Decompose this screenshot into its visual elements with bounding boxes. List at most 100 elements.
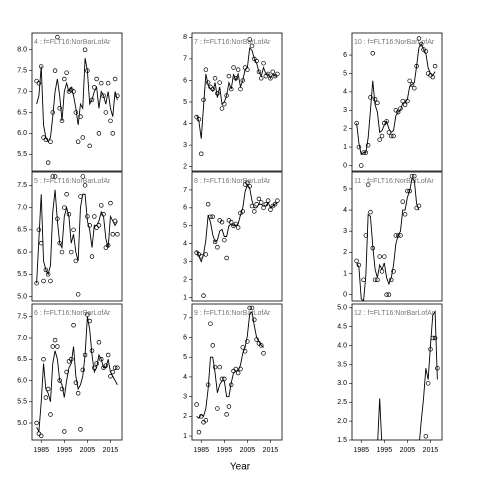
point — [423, 433, 429, 439]
point — [372, 277, 378, 283]
y-tick-label: 3 — [343, 107, 347, 114]
y-tick-label: 8 — [183, 34, 187, 41]
point — [252, 317, 257, 323]
y-tick-label: 6.0 — [17, 249, 27, 256]
point — [215, 245, 220, 250]
y-tick-label: 5 — [183, 223, 187, 230]
point — [34, 78, 39, 84]
y-tick-label: 0 — [343, 162, 347, 169]
point — [89, 97, 95, 103]
y-tick-label: 0 — [343, 291, 347, 298]
point — [205, 202, 211, 207]
point — [201, 293, 206, 298]
point — [52, 68, 58, 73]
y-tick-label: 3.0 — [337, 380, 347, 387]
y-tick-label: 7 — [183, 56, 187, 63]
point — [115, 365, 120, 371]
x-tick-label: 1995 — [57, 447, 73, 454]
y-tick-label: 5.0 — [17, 293, 27, 300]
point — [94, 76, 99, 82]
y-tick-label: 5 — [343, 186, 347, 193]
point — [64, 191, 69, 197]
panel-plot: 12 : f=FLT16:NorBarLofAr — [354, 310, 440, 440]
point — [48, 278, 53, 284]
point — [62, 76, 67, 82]
point — [71, 227, 76, 233]
point — [108, 200, 113, 206]
y-tick-label: 3 — [183, 142, 187, 149]
point — [103, 245, 109, 250]
y-tick-label: 3.5 — [337, 361, 347, 368]
point — [247, 305, 252, 311]
panel-plot: 4 : f=FLT16:NorBarLofAr — [34, 34, 120, 165]
point — [245, 339, 250, 344]
point — [400, 199, 406, 204]
point — [361, 277, 366, 283]
panel-plot: 6 : f=FLT16:NorBarLofAr — [34, 310, 120, 439]
point — [402, 102, 408, 108]
point — [217, 364, 222, 370]
point — [73, 258, 79, 264]
point — [208, 321, 213, 326]
fit-line — [377, 310, 438, 440]
point — [55, 344, 60, 349]
point — [268, 76, 273, 81]
y-tick-label: 5.0 — [337, 305, 347, 312]
point — [194, 402, 199, 407]
y-tick-label: 2 — [183, 276, 187, 283]
y-tick-label: 5.5 — [17, 271, 27, 278]
point — [391, 133, 396, 139]
y-tick-label: 2 — [183, 413, 187, 420]
fit-line — [356, 177, 420, 301]
y-tick-label: 2 — [343, 249, 347, 256]
point — [62, 429, 67, 434]
y-tick-label: 7.5 — [17, 182, 27, 189]
point — [270, 69, 276, 75]
point — [391, 269, 396, 274]
point — [52, 174, 58, 179]
panel-frame — [351, 171, 443, 302]
point — [263, 73, 269, 79]
panel-frame — [191, 171, 283, 302]
y-tick-label: 1 — [343, 144, 347, 151]
point — [43, 267, 49, 273]
x-tick-label: 1995 — [217, 447, 233, 454]
point — [235, 67, 241, 72]
point — [258, 200, 264, 205]
point — [377, 137, 382, 142]
y-tick-label: 4.0 — [337, 342, 347, 349]
panel-plot: 9 : f=FLT16:NorBarLofAr — [194, 305, 271, 435]
point — [215, 406, 220, 411]
point — [92, 214, 97, 219]
point — [222, 237, 227, 243]
point — [101, 93, 106, 98]
point — [219, 106, 225, 111]
point — [198, 151, 204, 157]
point — [358, 163, 364, 168]
point — [210, 214, 216, 220]
point — [64, 70, 69, 75]
point — [87, 143, 92, 149]
y-tick-label: 1 — [343, 270, 347, 277]
fit-line — [36, 316, 118, 434]
y-tick-label: 6 — [183, 205, 187, 212]
point — [375, 277, 380, 283]
panel-plot: 10 : f=FLT16:NorBarLofAr — [354, 36, 438, 168]
point — [275, 71, 280, 77]
y-tick-label: 3 — [183, 393, 187, 400]
point — [112, 365, 118, 371]
point — [80, 367, 86, 373]
point — [219, 219, 225, 225]
panel-title: 10 : f=FLT16:NorBarLofAr — [354, 39, 435, 46]
point — [41, 278, 46, 284]
point — [75, 139, 81, 144]
point — [210, 343, 216, 348]
y-tick-label: 3 — [343, 228, 347, 235]
point — [115, 93, 120, 98]
point — [85, 312, 90, 317]
panel-title: 5 : f=FLT16:NorBarLofAr — [34, 178, 111, 185]
panel-title: 9 : f=FLT16:NorBarLofAr — [194, 310, 271, 317]
y-tick-label: 6 — [183, 77, 187, 84]
y-tick-label: 5 — [343, 70, 347, 77]
panel-plot: 8 : f=FLT16:NorBarLofAr — [194, 178, 280, 298]
